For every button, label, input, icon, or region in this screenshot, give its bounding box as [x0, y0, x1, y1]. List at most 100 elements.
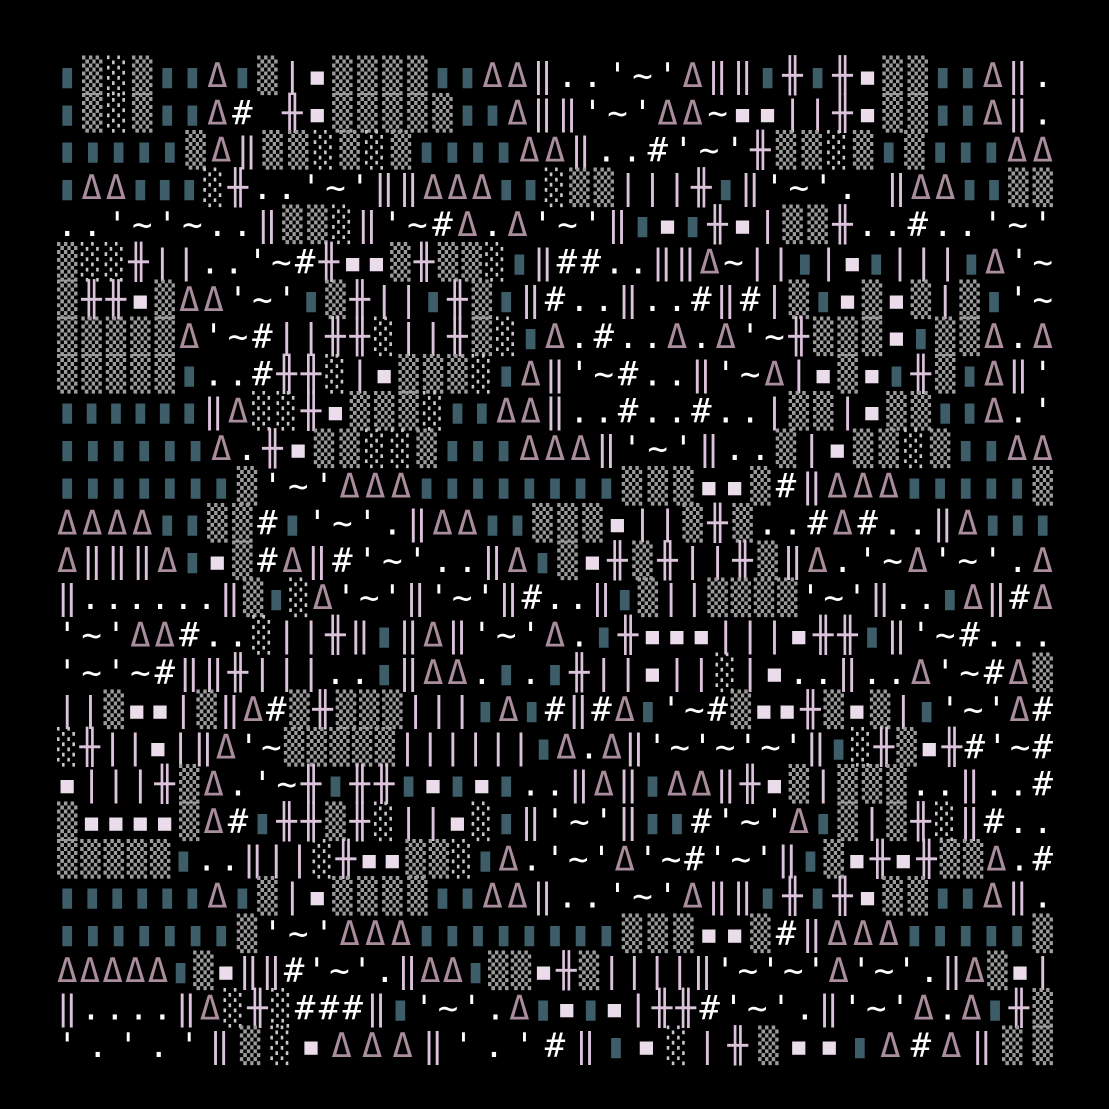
glyph: Δ — [982, 56, 1002, 96]
glyph: ~ — [723, 243, 743, 283]
glyph: ╫ — [446, 279, 468, 320]
glyph: ▮ — [130, 392, 150, 432]
glyph: ╫ — [910, 801, 932, 842]
glyph: ' — [715, 951, 735, 991]
glyph: ~ — [288, 466, 308, 506]
glyph: # — [319, 989, 340, 1029]
glyph: Δ — [228, 392, 248, 432]
glyph: ▮ — [493, 131, 513, 171]
glyph: ‖ — [557, 93, 577, 133]
glyph: ▪ — [148, 727, 168, 767]
glyph: ▒ — [886, 391, 907, 432]
glyph: ~ — [1033, 243, 1053, 283]
glyph: ▮ — [155, 392, 175, 432]
glyph: | — [624, 951, 644, 991]
glyph: ‖ — [715, 765, 735, 805]
glyph: ' — [673, 429, 693, 469]
glyph: ▮ — [132, 877, 152, 917]
glyph: ▒ — [132, 55, 153, 96]
glyph: Δ — [200, 989, 220, 1029]
glyph: ▪ — [789, 616, 809, 656]
glyph: ‖ — [575, 1026, 595, 1066]
glyph: | — [601, 951, 621, 991]
glyph: # — [911, 1026, 932, 1066]
glyph: Δ — [509, 989, 529, 1029]
glyph: Δ — [1033, 541, 1053, 581]
glyph: ‖ — [652, 243, 672, 283]
glyph: ▮ — [642, 765, 662, 805]
glyph: ▪ — [604, 989, 624, 1029]
glyph: ▒ — [532, 503, 553, 544]
glyph: Δ — [1009, 690, 1029, 730]
glyph: ▒ — [1033, 1025, 1054, 1066]
glyph: ▒ — [81, 316, 102, 357]
glyph: ▒ — [240, 1025, 261, 1066]
glyph: | — [937, 243, 957, 283]
glyph: ▪ — [155, 802, 175, 842]
glyph: ‖ — [307, 541, 327, 581]
glyph: ' — [723, 989, 743, 1029]
glyph: . — [919, 951, 939, 991]
glyph: | — [423, 317, 443, 357]
glyph: ░ — [252, 615, 272, 656]
glyph: ▪ — [764, 765, 784, 805]
glyph: | — [789, 354, 809, 394]
glyph: ╫ — [80, 279, 102, 320]
glyph: ▒ — [789, 279, 810, 320]
glyph: Δ — [1007, 429, 1027, 469]
glyph: ▮ — [496, 168, 516, 208]
glyph: ▒ — [325, 801, 346, 842]
glyph: ‖ — [1008, 877, 1028, 917]
glyph: . — [582, 877, 602, 917]
glyph: ‖ — [870, 578, 890, 618]
glyph: ▒ — [647, 465, 668, 506]
glyph: ▒ — [1033, 465, 1054, 506]
glyph: ▮ — [911, 317, 931, 357]
glyph: ▒ — [776, 130, 797, 171]
glyph: ' — [157, 205, 177, 245]
glyph: ‖ — [498, 578, 518, 618]
glyph: Δ — [961, 989, 981, 1029]
glyph: ' — [118, 1026, 138, 1066]
glyph: . — [57, 205, 77, 245]
glyph: Δ — [457, 504, 477, 544]
glyph: ‖ — [618, 765, 638, 805]
glyph: ╫ — [831, 55, 853, 96]
glyph: ' — [692, 727, 712, 767]
glyph: ‖ — [691, 354, 711, 394]
glyph: ▒ — [789, 764, 810, 805]
glyph: ‖ — [405, 578, 425, 618]
glyph: Δ — [155, 616, 175, 656]
glyph: Δ — [339, 914, 359, 954]
glyph: # — [232, 93, 253, 133]
glyph — [257, 93, 277, 133]
glyph: | — [282, 56, 302, 96]
glyph: ░ — [935, 801, 955, 842]
glyph: Δ — [148, 951, 168, 991]
glyph: ~ — [882, 541, 902, 581]
glyph: . — [667, 354, 687, 394]
glyph: . — [596, 131, 616, 171]
glyph: # — [618, 354, 639, 394]
glyph: | — [740, 616, 760, 656]
glyph: . — [557, 877, 577, 917]
glyph: . — [795, 989, 815, 1029]
glyph: # — [857, 504, 878, 544]
glyph: . — [224, 243, 244, 283]
glyph: | — [618, 653, 638, 693]
glyph: | — [747, 243, 767, 283]
glyph: Δ — [1033, 429, 1053, 469]
glyph: | — [1033, 951, 1053, 991]
glyph: ‖ — [699, 429, 719, 469]
glyph: ▮ — [496, 765, 516, 805]
glyph: ▒ — [357, 55, 378, 96]
glyph: . — [724, 429, 744, 469]
glyph: # — [691, 280, 712, 320]
glyph: ╫ — [706, 503, 728, 544]
glyph: ▮ — [416, 914, 436, 954]
glyph: ▒ — [155, 316, 176, 357]
glyph: ‖ — [209, 1026, 229, 1066]
glyph: ▒ — [398, 391, 419, 432]
glyph: ‖ — [591, 578, 611, 618]
glyph: ╫ — [227, 167, 249, 208]
